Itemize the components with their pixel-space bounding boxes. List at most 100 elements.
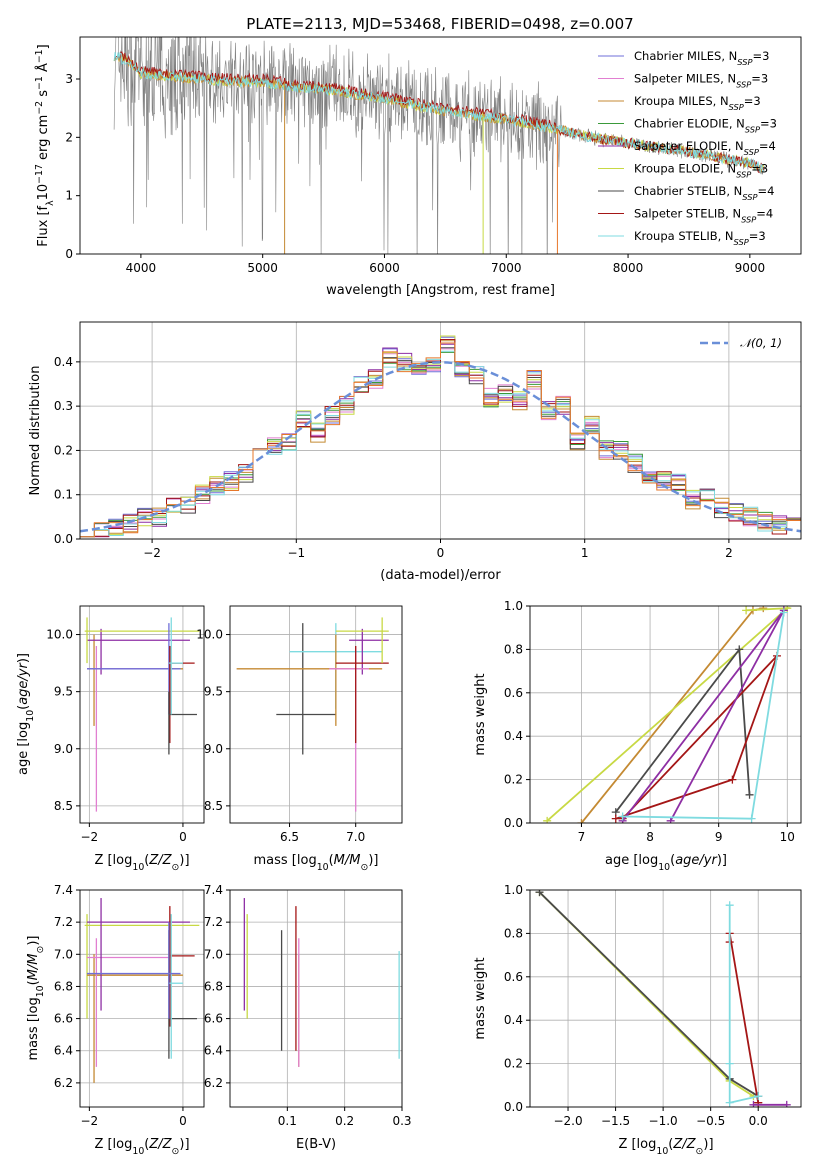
mass_vs_Z-xtick-label: −2	[81, 1114, 99, 1128]
age_vs_mass-ytick-label: 9.0	[204, 742, 223, 756]
normal-distribution-curve	[80, 361, 801, 533]
weight-line	[728, 905, 759, 1104]
spectrum-ylabel: Flux [fλ10−17 erg cm−2 s−1 Å−1]	[34, 44, 56, 246]
weight-vs-Z-xlabel: Z [log10(Z/Z⊙)]	[618, 1137, 713, 1157]
mass_vs_Z-axes	[76, 889, 204, 1111]
age_vs_Z-plot-area	[84, 617, 200, 812]
weight-marker	[782, 1100, 791, 1107]
mass_vs_EBV-frame	[229, 889, 403, 1108]
mass_vs_EBV-ytick-label: 6.8	[204, 979, 223, 993]
age_vs_Z-ytick-label: 10.0	[46, 628, 73, 642]
weight-marker	[725, 901, 734, 910]
weight_vs_Z-xtick-label: −2.0	[553, 1114, 582, 1128]
weight-marker	[749, 1100, 758, 1107]
spectrum-ytick-label: 3	[65, 72, 73, 86]
mass_vs_EBV-xtick-label: 0.1	[278, 1114, 297, 1128]
weight-marker	[535, 890, 544, 897]
weight-marker	[611, 814, 620, 823]
mass_vs_Z-ytick-label: 6.2	[54, 1076, 73, 1090]
age-vs-mass-xlabel: mass [log10(M/M⊙)]	[254, 853, 379, 873]
residuals-xtick-label: 0	[437, 546, 445, 560]
age_vs_mass-ytick-label: 10.0	[196, 628, 223, 642]
weight_vs_Z-xtick-label: −0.5	[696, 1114, 725, 1128]
mass_vs_EBV-ytick-label: 7.2	[204, 915, 223, 929]
mass-vs-EBV-xlabel: E(B-V)	[296, 1137, 336, 1152]
weight-line	[580, 607, 764, 823]
weight_vs_age-ytick-label: 0.2	[504, 773, 523, 787]
spectrum-xtick-label: 6000	[369, 261, 400, 275]
weight_vs_age-plot-area	[543, 606, 792, 823]
spectrum-frame	[79, 36, 802, 255]
mass-vs-Z-xlabel: Z [log10(Z/Z⊙)]	[94, 1137, 189, 1157]
legend-label-8: Kroupa STELIB, NSSP=3	[634, 229, 766, 247]
weight-line	[538, 891, 759, 1097]
weight_vs_age-axes	[526, 605, 801, 827]
mass_vs_Z-ytick-label: 7.2	[54, 915, 73, 929]
mass_vs_EBV-axes	[226, 889, 403, 1111]
legend-label-0: Chabrier MILES, NSSP=3	[634, 49, 769, 67]
mass_vs_EBV-ytick-label: 6.2	[204, 1076, 223, 1090]
weight_vs_Z-ytick-label: 0.2	[504, 1057, 523, 1071]
age_vs_Z-ytick-label: 9.0	[54, 742, 73, 756]
weight_vs_Z-ytick-label: 0.6	[504, 970, 523, 984]
weight_vs_Z-ytick-label: 0.8	[504, 926, 523, 940]
residual-histogram-step	[80, 342, 801, 538]
residuals-xtick-label: −1	[287, 546, 305, 560]
residuals-axes	[76, 322, 801, 543]
weight-marker	[759, 606, 768, 613]
weight_vs_Z-ytick-label: 0.4	[504, 1013, 523, 1027]
age_vs_Z-axes	[76, 606, 204, 827]
weight_vs_age-ytick-label: 0.0	[504, 816, 523, 830]
figure-title: PLATE=2113, MJD=53468, FIBERID=0498, z=0…	[246, 15, 633, 33]
weight-marker	[742, 606, 751, 615]
spectrum-xtick-label: 7000	[491, 261, 522, 275]
weight_vs_age-xtick-label: 8	[646, 830, 654, 844]
residuals-ytick-label: 0.3	[54, 399, 73, 413]
residuals-xlabel: (data-model)/error	[380, 568, 501, 583]
spectrum-ytick-label: 2	[65, 130, 73, 144]
legend-label-normal: 𝒩(0, 1)	[740, 336, 782, 350]
spectrum-ytick-label: 1	[65, 189, 73, 203]
residuals-xtick-label: −2	[143, 546, 161, 560]
mass_vs_Z-ytick-label: 6.8	[54, 979, 73, 993]
weight_vs_Z-plot-area	[535, 890, 791, 1107]
mass-vs-Z-ylabel: mass [log10(M/M⊙)]	[26, 936, 46, 1061]
spectrum-xtick-label: 9000	[735, 261, 766, 275]
legend-label-3: Chabrier ELODIE, NSSP=3	[634, 117, 777, 135]
weight-marker	[745, 790, 754, 799]
weight_vs_Z-xtick-label: 0.0	[749, 1114, 768, 1128]
age_vs_mass-ytick-label: 9.5	[204, 685, 223, 699]
residuals-ytick-label: 0.0	[54, 532, 73, 546]
mass_vs_Z-ytick-label: 6.6	[54, 1012, 73, 1026]
mass_vs_Z-ytick-label: 7.0	[54, 947, 73, 961]
age_vs_Z-xtick-label: 0	[179, 830, 187, 844]
weight-marker	[725, 1059, 734, 1068]
weight_vs_age-ytick-label: 0.6	[504, 686, 523, 700]
spectrum-legend: Chabrier MILES, NSSP=3 Salpeter MILES, NS…	[598, 49, 777, 247]
residuals-ytick-label: 0.4	[54, 355, 73, 369]
weight-line	[615, 646, 751, 813]
residuals-frame	[79, 321, 802, 540]
weight_vs_age-xtick-label: 7	[578, 830, 586, 844]
age_vs_Z-frame	[79, 605, 205, 824]
mass_vs_EBV-plot-area	[243, 898, 400, 1067]
weight-vs-age-xlabel: age [log10(age/yr)]	[605, 853, 727, 873]
age_vs_mass-frame	[229, 605, 403, 824]
weight-marker	[754, 1092, 763, 1101]
age_vs_mass-xtick-label: 6.5	[280, 830, 299, 844]
weight_vs_age-ytick-label: 0.4	[504, 729, 523, 743]
weight_vs_Z-ylabel: mass weight	[473, 957, 488, 1039]
weight_vs_age-frame	[529, 605, 802, 824]
age-vs-Z-ylabel: age [log10(age/yr)]	[16, 653, 36, 775]
weight-marker	[618, 812, 627, 821]
spectrum-xtick-label: 8000	[613, 261, 644, 275]
mass_vs_Z-ytick-label: 6.4	[54, 1044, 73, 1058]
weight_vs_age-ylabel: mass weight	[473, 673, 488, 755]
legend-label-4: Salpeter ELODIE, NSSP=4	[634, 139, 776, 157]
mass_vs_EBV-ytick-label: 7.0	[204, 947, 223, 961]
weight_vs_Z-ytick-label: 0.0	[504, 1100, 523, 1114]
age_vs_Z-xtick-label: −2	[81, 830, 99, 844]
residuals-ytick-label: 0.2	[54, 443, 73, 457]
